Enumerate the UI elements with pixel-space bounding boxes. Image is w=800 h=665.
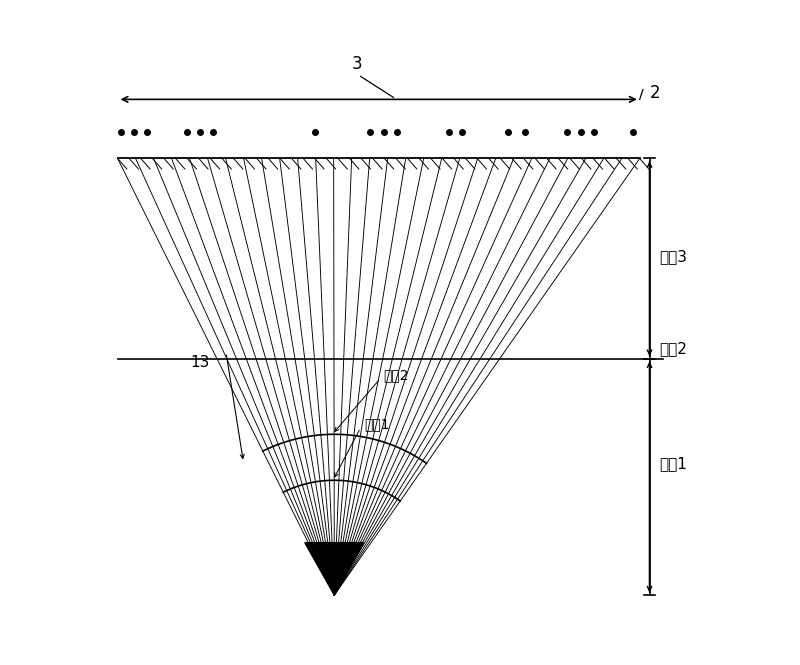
Text: 13: 13 bbox=[190, 354, 210, 370]
Text: 距离3: 距离3 bbox=[659, 249, 687, 265]
Text: 3: 3 bbox=[352, 55, 362, 73]
Text: 半径1: 半径1 bbox=[364, 418, 390, 432]
Text: 2: 2 bbox=[650, 84, 660, 102]
Text: 距离2: 距离2 bbox=[659, 341, 687, 356]
Text: 距离1: 距离1 bbox=[659, 456, 687, 471]
Text: 半径2: 半径2 bbox=[383, 368, 409, 382]
Polygon shape bbox=[305, 543, 364, 595]
